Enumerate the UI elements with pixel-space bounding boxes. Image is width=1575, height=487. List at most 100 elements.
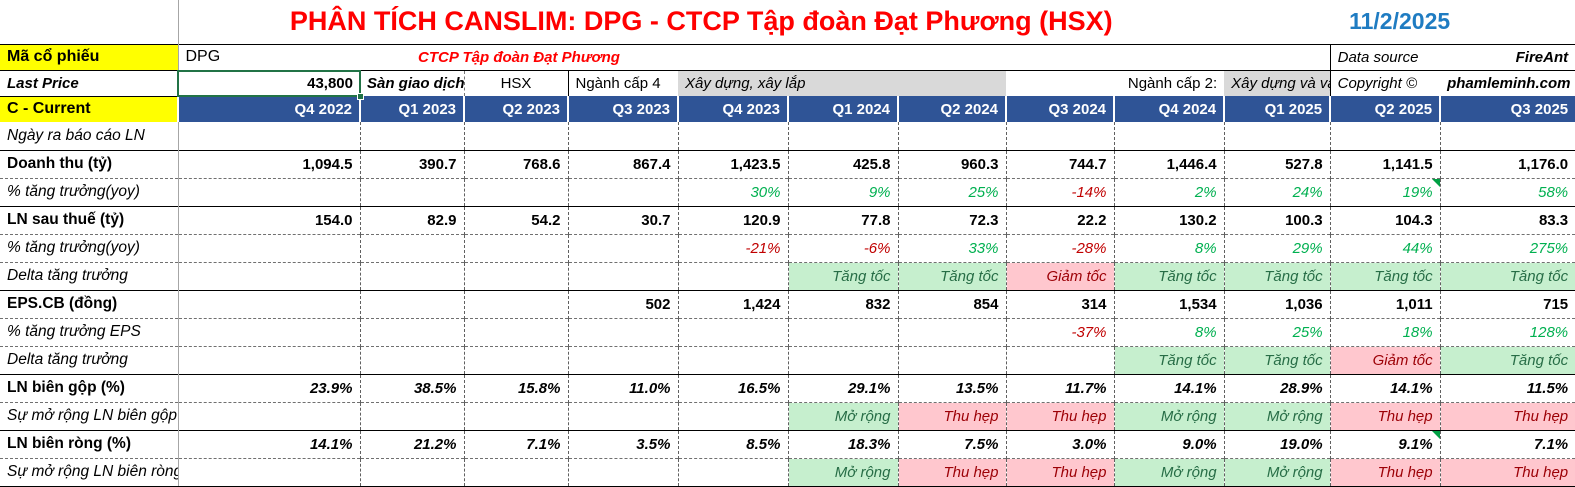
data-cell[interactable] [360,401,465,430]
data-cell[interactable]: 425.8 [788,149,899,178]
data-cell[interactable]: 29% [1224,233,1331,262]
data-cell[interactable] [1006,345,1115,374]
data-cell[interactable] [464,177,569,206]
data-cell[interactable]: 44% [1330,233,1441,262]
data-cell[interactable] [678,261,789,290]
data-cell[interactable]: Tăng tốc [1224,261,1331,290]
data-cell[interactable]: 19% [1330,177,1441,206]
data-cell[interactable]: 1,424 [678,289,789,318]
data-cell[interactable]: 23.9% [178,373,361,402]
industry2-value[interactable]: Xây dựng và vậ [1224,69,1331,96]
data-cell[interactable]: 1,094.5 [178,149,361,178]
data-cell[interactable] [568,457,679,487]
data-cell[interactable]: 854 [898,289,1007,318]
data-cell[interactable]: 18% [1330,317,1441,346]
data-cell[interactable] [178,345,361,374]
data-cell[interactable]: Mở rộng [1114,401,1225,430]
data-cell[interactable]: Thu hẹp [898,457,1007,487]
ticker-value[interactable]: DPG [178,43,360,70]
data-cell[interactable] [1224,122,1331,150]
data-cell[interactable]: Thu hẹp [1330,457,1441,487]
data-cell[interactable] [568,233,679,262]
column-header-q3-2024[interactable]: Q3 2024 [1005,96,1114,122]
data-cell[interactable] [360,233,465,262]
data-cell[interactable]: 38.5% [360,373,465,402]
data-cell[interactable]: 314 [1006,289,1115,318]
data-cell[interactable]: 2% [1114,177,1225,206]
data-cell[interactable] [788,317,899,346]
data-cell[interactable]: 390.7 [360,149,465,178]
column-header-q1-2024[interactable]: Q1 2024 [787,96,898,122]
data-source-value[interactable]: FireAnt [1440,43,1575,70]
data-cell[interactable] [788,345,899,374]
data-cell[interactable]: 1,446.4 [1114,149,1225,178]
data-cell[interactable]: 24% [1224,177,1331,206]
data-cell[interactable]: 29.1% [788,373,899,402]
data-cell[interactable] [1330,122,1441,150]
data-cell[interactable] [178,289,361,318]
row-label[interactable]: Doanh thu (tỷ) [0,149,179,178]
data-cell[interactable] [464,233,569,262]
data-cell[interactable]: 28.9% [1224,373,1331,402]
data-cell[interactable]: 25% [898,177,1007,206]
data-cell[interactable] [360,177,465,206]
data-cell[interactable]: Thu hẹp [1440,457,1575,487]
data-cell[interactable] [360,261,465,290]
data-cell[interactable]: 30% [678,177,789,206]
data-cell[interactable]: Tăng tốc [1114,345,1225,374]
data-cell[interactable]: Thu hẹp [1330,401,1441,430]
data-cell[interactable]: Tăng tốc [1330,261,1441,290]
data-cell[interactable] [360,457,465,487]
data-cell[interactable] [568,122,679,150]
data-cell[interactable] [464,289,569,318]
data-cell[interactable]: Mở rộng [1224,457,1331,487]
data-cell[interactable]: 3.0% [1006,429,1115,458]
data-cell[interactable]: 1,534 [1114,289,1225,318]
data-cell[interactable] [678,345,789,374]
data-cell[interactable]: 744.7 [1006,149,1115,178]
data-cell[interactable]: Tăng tốc [788,261,899,290]
data-cell[interactable] [464,345,569,374]
data-cell[interactable]: Tăng tốc [1440,261,1575,290]
column-header-q2-2025[interactable]: Q2 2025 [1329,96,1441,122]
data-cell[interactable]: 8% [1114,317,1225,346]
data-cell[interactable]: 14.1% [1114,373,1225,402]
data-cell[interactable]: 33% [898,233,1007,262]
data-cell[interactable] [178,261,361,290]
row-label[interactable]: % tăng trưởng(yoy) [0,233,179,262]
data-cell[interactable]: Mở rộng [788,401,899,430]
column-header-q1-2023[interactable]: Q1 2023 [359,96,464,122]
data-cell[interactable]: 154.0 [178,205,361,234]
data-cell[interactable]: 7.1% [464,429,569,458]
data-cell[interactable]: 72.3 [898,205,1007,234]
data-cell[interactable]: 11.0% [568,373,679,402]
data-cell[interactable] [178,457,361,487]
row-label[interactable]: LN sau thuế (tỷ) [0,205,179,234]
data-cell[interactable] [568,401,679,430]
data-cell[interactable]: -21% [678,233,789,262]
data-cell[interactable]: 130.2 [1114,205,1225,234]
data-cell[interactable]: 15.8% [464,373,569,402]
data-cell[interactable]: 3.5% [568,429,679,458]
empty-cell[interactable] [678,43,1331,70]
data-cell[interactable]: 18.3% [788,429,899,458]
row-label[interactable]: Sự mở rộng LN biên ròng [0,457,179,487]
data-cell[interactable]: 527.8 [1224,149,1331,178]
data-cell[interactable]: 11.5% [1440,373,1575,402]
column-header-q3-2023[interactable]: Q3 2023 [567,96,678,122]
data-cell[interactable]: Tăng tốc [898,261,1007,290]
exchange-value[interactable]: HSX [464,69,569,96]
data-cell[interactable] [568,177,679,206]
data-cell[interactable]: 83.3 [1440,205,1575,234]
data-cell[interactable] [568,261,679,290]
data-cell[interactable]: 11.7% [1006,373,1115,402]
data-cell[interactable] [360,317,465,346]
data-cell[interactable] [178,233,361,262]
data-cell[interactable]: 120.9 [678,205,789,234]
data-cell[interactable]: 77.8 [788,205,899,234]
data-cell[interactable]: 13.5% [898,373,1007,402]
data-cell[interactable] [464,401,569,430]
data-cell[interactable] [898,345,1007,374]
data-cell[interactable]: -14% [1006,177,1115,206]
data-cell[interactable]: 128% [1440,317,1575,346]
